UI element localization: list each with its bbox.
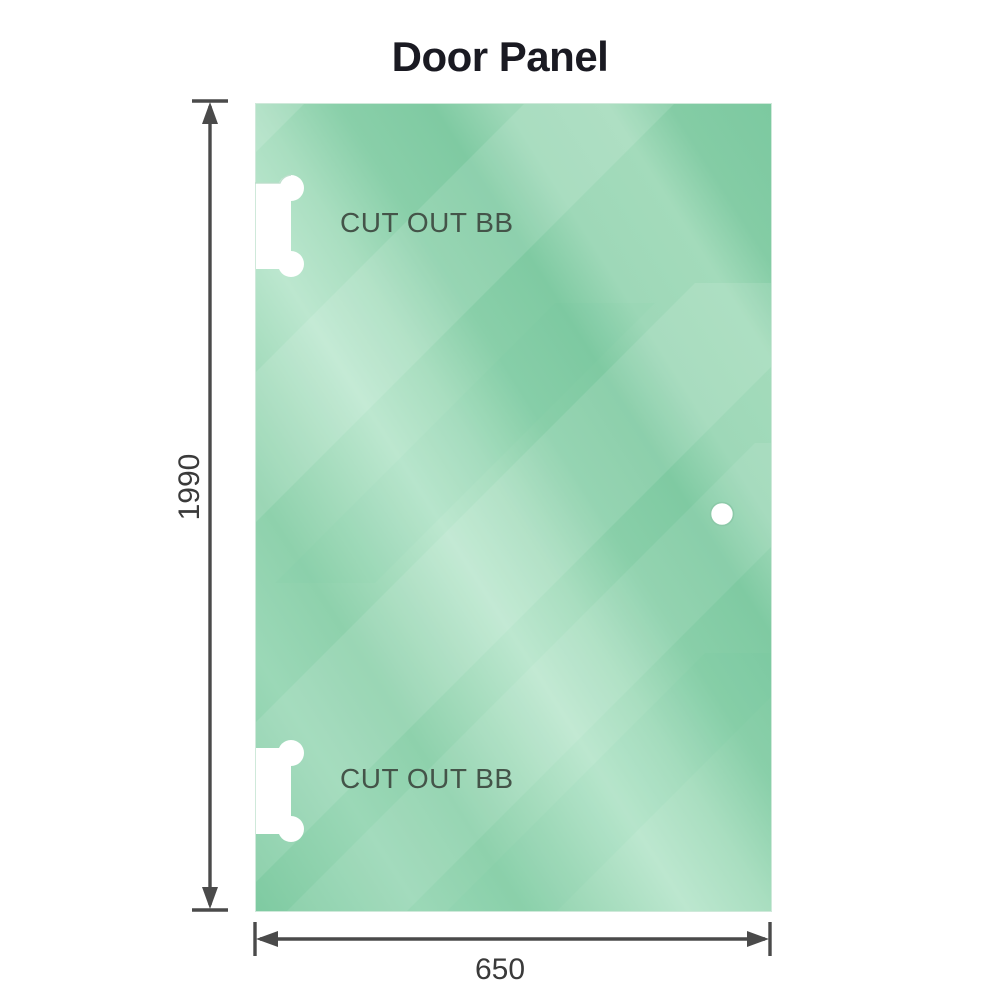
cutout-label-bottom: CUT OUT BB [340,763,514,794]
page-title: Door Panel [391,33,609,80]
dimension-line-horizontal [253,922,772,956]
glass-panel-graphic [255,103,772,912]
cutout-label-top: CUT OUT BB [340,207,514,238]
dimension-value-width: 650 [474,953,526,986]
dimension-value-height: 1990 [173,453,206,521]
handle-hole-icon [709,501,735,527]
glass-panel [255,103,772,912]
dimension-line-vertical [192,99,228,912]
